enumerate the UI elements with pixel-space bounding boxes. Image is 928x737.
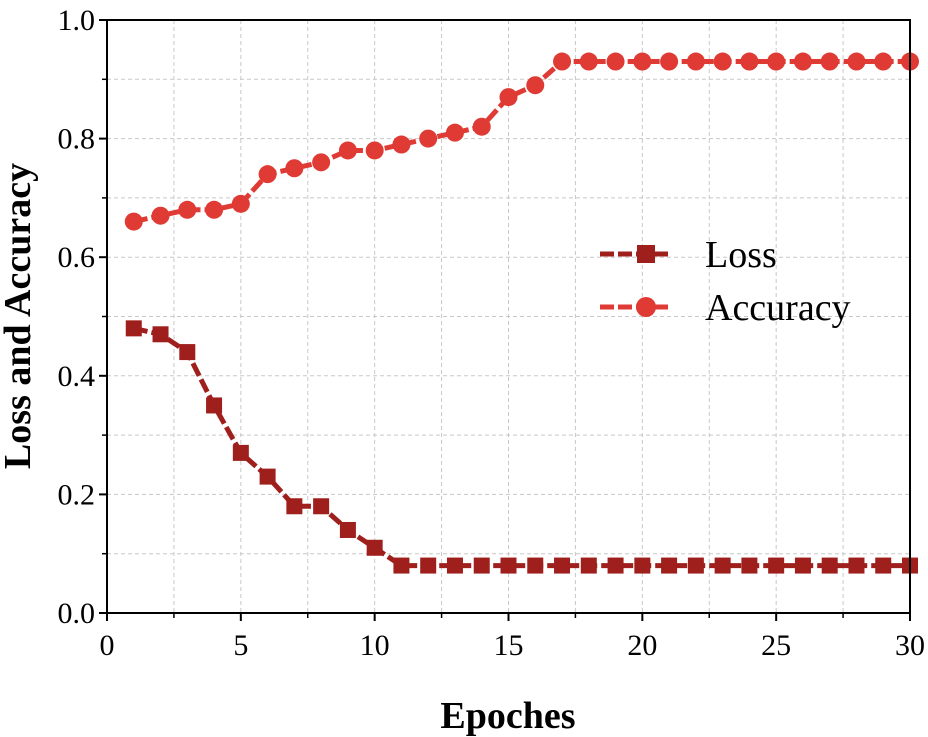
accuracy-point bbox=[285, 159, 304, 178]
loss-point bbox=[634, 557, 651, 574]
x-axis-title: Epoches bbox=[440, 695, 575, 737]
loss-point bbox=[259, 468, 276, 485]
loss-point bbox=[848, 557, 865, 574]
accuracy-point bbox=[740, 52, 759, 71]
legend: Loss Accuracy bbox=[600, 234, 851, 329]
loss-point bbox=[313, 498, 330, 515]
loss-point bbox=[179, 344, 196, 361]
x-tick-label: 15 bbox=[494, 629, 524, 662]
loss-point bbox=[687, 557, 704, 574]
loss-point bbox=[232, 444, 249, 461]
accuracy-point bbox=[312, 153, 331, 172]
accuracy-point bbox=[365, 141, 384, 160]
loss-point bbox=[286, 498, 303, 515]
accuracy-point bbox=[392, 135, 411, 154]
loss-point bbox=[875, 557, 892, 574]
loss-point bbox=[821, 557, 838, 574]
x-tick-label: 25 bbox=[761, 629, 791, 662]
loss-point bbox=[554, 557, 571, 574]
accuracy-point bbox=[526, 76, 545, 95]
accuracy-point bbox=[874, 52, 893, 71]
accuracy-point bbox=[231, 194, 250, 213]
accuracy-point bbox=[713, 52, 732, 71]
loss-point bbox=[206, 397, 223, 414]
loss-point bbox=[527, 557, 544, 574]
loss-point bbox=[366, 539, 383, 556]
y-tick-label: 0.8 bbox=[58, 123, 96, 156]
loss-point bbox=[420, 557, 437, 574]
loss-point bbox=[714, 557, 731, 574]
loss-point bbox=[580, 557, 597, 574]
y-tick-label: 1.0 bbox=[58, 4, 96, 37]
accuracy-point bbox=[606, 52, 625, 71]
loss-point bbox=[393, 557, 410, 574]
loss-point bbox=[339, 521, 356, 538]
accuracy-point bbox=[793, 52, 812, 71]
grid-lines bbox=[107, 20, 910, 613]
accuracy-point bbox=[472, 117, 491, 136]
accuracy-point bbox=[660, 52, 679, 71]
accuracy-point bbox=[205, 200, 224, 219]
accuracy-point bbox=[419, 129, 438, 148]
loss-point bbox=[768, 557, 785, 574]
loss-point bbox=[500, 557, 517, 574]
accuracy-point bbox=[445, 123, 464, 142]
loss-point bbox=[741, 557, 758, 574]
loss-point bbox=[661, 557, 678, 574]
accuracy-point bbox=[151, 206, 170, 225]
y-tick-label: 0.4 bbox=[58, 360, 96, 393]
accuracy-point bbox=[178, 200, 197, 219]
legend-accuracy-label: Accuracy bbox=[705, 287, 851, 329]
accuracy-point bbox=[767, 52, 786, 71]
series-layer bbox=[124, 52, 919, 574]
loss-point bbox=[152, 326, 169, 343]
y-tick-label: 0.2 bbox=[58, 478, 96, 511]
accuracy-point bbox=[579, 52, 598, 71]
x-tick-label: 5 bbox=[233, 629, 248, 662]
loss-point bbox=[125, 320, 142, 337]
loss-point bbox=[607, 557, 624, 574]
accuracy-point bbox=[553, 52, 572, 71]
accuracy-point bbox=[124, 212, 143, 231]
loss-line bbox=[133, 325, 910, 569]
accuracy-point bbox=[686, 52, 705, 71]
x-tick-label: 30 bbox=[895, 629, 925, 662]
y-tick-label: 0.6 bbox=[58, 241, 96, 274]
loss-point bbox=[473, 557, 490, 574]
axis-ticks: 0 5 10 15 20 25 30 0.0 0.2 0.4 0.6 0.8 1.0 bbox=[58, 4, 926, 662]
accuracy-point bbox=[847, 52, 866, 71]
loss-point bbox=[794, 557, 811, 574]
x-tick-label: 10 bbox=[360, 629, 390, 662]
accuracy-point bbox=[258, 165, 277, 184]
y-axis-title: Loss and Accuracy bbox=[0, 163, 39, 469]
loss-point bbox=[446, 557, 463, 574]
x-tick-label: 0 bbox=[100, 629, 115, 662]
legend-loss-label: Loss bbox=[705, 234, 777, 276]
x-tick-label: 20 bbox=[627, 629, 657, 662]
accuracy-point bbox=[499, 88, 518, 107]
accuracy-point bbox=[338, 141, 357, 160]
y-tick-label: 0.0 bbox=[58, 597, 96, 630]
legend-loss-marker bbox=[637, 245, 655, 263]
accuracy-point bbox=[820, 52, 839, 71]
accuracy-point bbox=[633, 52, 652, 71]
legend-accuracy-marker bbox=[636, 297, 656, 317]
